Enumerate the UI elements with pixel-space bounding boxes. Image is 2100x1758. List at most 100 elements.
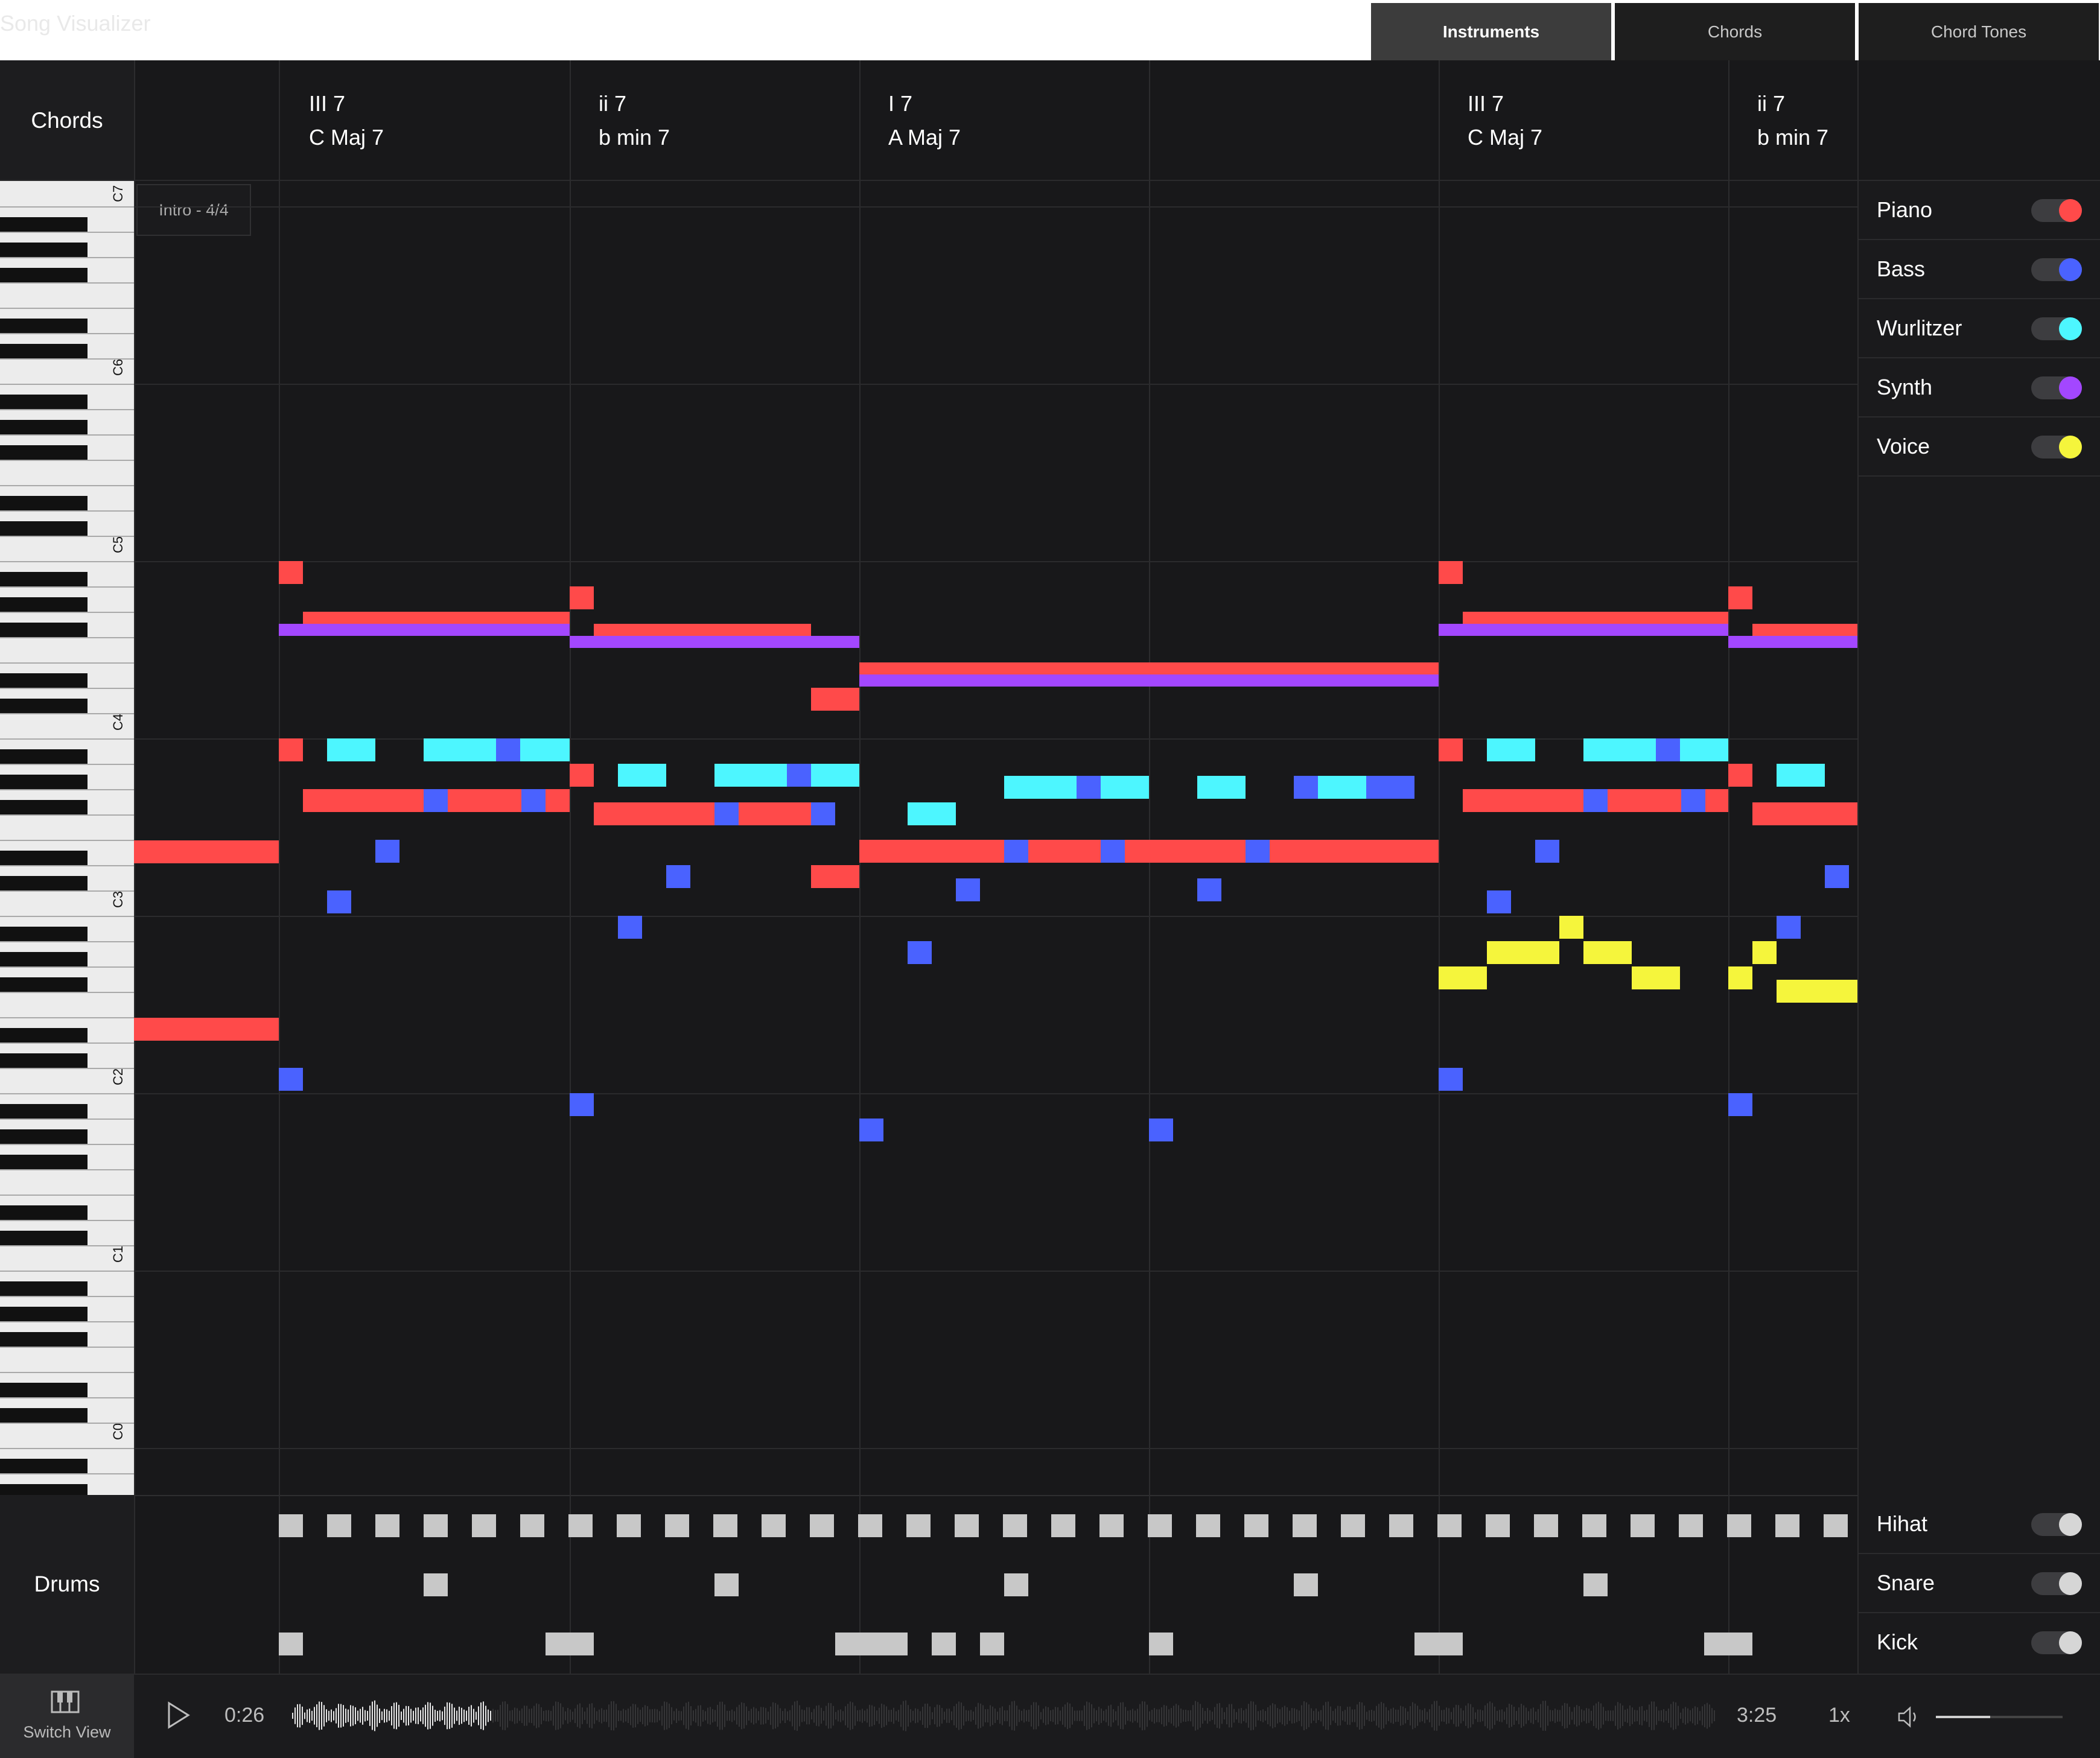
note[interactable]: [1487, 941, 1535, 964]
note[interactable]: [1439, 738, 1463, 761]
hihat-hit[interactable]: [279, 1514, 303, 1537]
kick-hit[interactable]: [1414, 1633, 1439, 1655]
hihat-hit[interactable]: [906, 1514, 931, 1537]
black-key[interactable]: [0, 243, 88, 257]
note[interactable]: [1125, 840, 1246, 863]
black-key[interactable]: [0, 445, 88, 460]
hihat-hit[interactable]: [568, 1514, 593, 1537]
note[interactable]: [859, 662, 1439, 676]
hihat-hit[interactable]: [1389, 1514, 1413, 1537]
note[interactable]: [1463, 966, 1487, 989]
hihat-hit[interactable]: [665, 1514, 689, 1537]
black-key[interactable]: [0, 1053, 88, 1068]
black-key[interactable]: [0, 420, 88, 434]
instrument-row-bass[interactable]: Bass: [1859, 240, 2100, 299]
snare-hit[interactable]: [714, 1573, 739, 1596]
note[interactable]: [787, 764, 811, 787]
note[interactable]: [1656, 738, 1680, 761]
black-key[interactable]: [0, 952, 88, 966]
hihat-hit[interactable]: [1679, 1514, 1703, 1537]
instrument-row-synth[interactable]: Synth: [1859, 358, 2100, 417]
note[interactable]: [811, 865, 859, 888]
black-key[interactable]: [0, 699, 88, 713]
hihat-hit[interactable]: [375, 1514, 399, 1537]
black-key[interactable]: [0, 1459, 88, 1473]
note[interactable]: [424, 738, 496, 761]
note[interactable]: [279, 624, 570, 636]
note[interactable]: [134, 1018, 279, 1041]
note[interactable]: [1463, 789, 1583, 812]
hihat-hit[interactable]: [1727, 1514, 1751, 1537]
piano-toggle[interactable]: [2031, 199, 2082, 222]
hihat-hit[interactable]: [617, 1514, 641, 1537]
black-key[interactable]: [0, 597, 88, 612]
tab-chords[interactable]: Chords: [1615, 3, 1855, 60]
note[interactable]: [303, 612, 570, 625]
note[interactable]: [1777, 764, 1825, 787]
hihat-hit[interactable]: [1244, 1514, 1268, 1537]
note[interactable]: [1366, 776, 1414, 799]
snare-hit[interactable]: [1583, 1573, 1608, 1596]
note[interactable]: [1439, 1068, 1463, 1091]
hihat-hit[interactable]: [424, 1514, 448, 1537]
note[interactable]: [1077, 776, 1101, 799]
note[interactable]: [570, 1093, 594, 1116]
black-key[interactable]: [0, 673, 88, 688]
note[interactable]: [1752, 624, 1857, 637]
note[interactable]: [1728, 1093, 1752, 1116]
note[interactable]: [1559, 916, 1583, 939]
note[interactable]: [375, 840, 399, 863]
tab-instruments[interactable]: Instruments: [1371, 3, 1611, 60]
note[interactable]: [1439, 966, 1463, 989]
hihat-hit[interactable]: [1824, 1514, 1848, 1537]
note[interactable]: [1632, 966, 1680, 989]
hihat-toggle[interactable]: [2031, 1513, 2082, 1536]
note[interactable]: [1681, 789, 1705, 812]
note[interactable]: [279, 738, 303, 761]
kick-hit[interactable]: [1149, 1633, 1173, 1655]
hihat-hit[interactable]: [1341, 1514, 1365, 1537]
black-key[interactable]: [0, 572, 88, 586]
tab-chord-tones[interactable]: Chord Tones: [1859, 3, 2099, 60]
kick-hit[interactable]: [1728, 1633, 1752, 1655]
note[interactable]: [520, 738, 570, 761]
instrument-row-voice[interactable]: Voice: [1859, 417, 2100, 477]
black-key[interactable]: [0, 268, 88, 282]
note[interactable]: [594, 624, 811, 637]
black-key[interactable]: [0, 1205, 88, 1220]
note[interactable]: [1463, 612, 1728, 625]
note[interactable]: [666, 865, 690, 888]
black-key[interactable]: [0, 977, 88, 992]
black-key[interactable]: [0, 496, 88, 510]
chord-3[interactable]: I 7 A Maj 7: [888, 60, 961, 181]
note[interactable]: [1728, 764, 1752, 787]
note[interactable]: [859, 674, 1439, 687]
note[interactable]: [1028, 840, 1101, 863]
note[interactable]: [1149, 1119, 1173, 1141]
note[interactable]: [1777, 980, 1825, 1003]
instrument-row-wurlitzer[interactable]: Wurlitzer: [1859, 299, 2100, 358]
note[interactable]: [521, 789, 546, 812]
hihat-hit[interactable]: [1775, 1514, 1799, 1537]
black-key[interactable]: [0, 800, 88, 814]
black-key[interactable]: [0, 876, 88, 890]
hihat-hit[interactable]: [858, 1514, 882, 1537]
note[interactable]: [448, 789, 521, 812]
black-key[interactable]: [0, 521, 88, 536]
note[interactable]: [811, 802, 835, 825]
chord-4[interactable]: III 7 C Maj 7: [1468, 60, 1542, 181]
note[interactable]: [1583, 941, 1632, 964]
note[interactable]: [1752, 941, 1777, 964]
kick-hit[interactable]: [1439, 1633, 1463, 1655]
kick-hit[interactable]: [835, 1633, 859, 1655]
note[interactable]: [859, 1119, 883, 1141]
note[interactable]: [1004, 776, 1077, 799]
drum-row-hihat[interactable]: Hihat: [1859, 1495, 2100, 1554]
note[interactable]: [1270, 840, 1439, 863]
note[interactable]: [1197, 878, 1221, 901]
kick-hit[interactable]: [1704, 1633, 1728, 1655]
kick-hit[interactable]: [279, 1633, 303, 1655]
note[interactable]: [1583, 789, 1608, 812]
note[interactable]: [1825, 865, 1849, 888]
hihat-hit[interactable]: [1148, 1514, 1172, 1537]
